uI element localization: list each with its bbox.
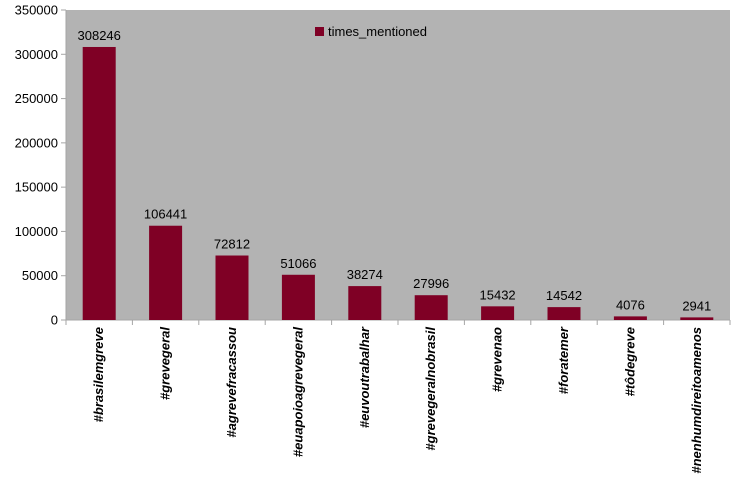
bar	[149, 225, 183, 320]
category-label: #brasilemgreve	[91, 327, 106, 422]
category-label: #grevegeral	[158, 327, 173, 400]
category-label: #tôdegreve	[622, 327, 637, 396]
category-label: #agrevefracassou	[224, 327, 239, 438]
legend-label-times-mentioned: times_mentioned	[328, 24, 427, 39]
y-tick-label: 200000	[15, 135, 58, 150]
data-label: 15432	[480, 287, 516, 302]
data-label: 72812	[214, 237, 250, 252]
y-tick-label: 50000	[22, 268, 58, 283]
y-tick-label: 250000	[15, 91, 58, 106]
data-label: 14542	[546, 288, 582, 303]
data-label: 27996	[413, 276, 449, 291]
category-label: #foratemer	[556, 326, 571, 394]
bar	[414, 295, 448, 320]
data-label: 38274	[347, 267, 383, 282]
legend: times_mentioned	[315, 24, 427, 39]
data-label: 308246	[78, 28, 121, 43]
bar	[348, 286, 382, 320]
bar	[680, 317, 714, 320]
bar	[82, 46, 116, 320]
bar	[215, 255, 249, 320]
category-labels: #brasilemgreve #grevegeral #agrevefracasso…	[91, 326, 704, 474]
data-label: 51066	[280, 256, 316, 271]
bar	[613, 316, 647, 320]
y-tick-label: 350000	[15, 3, 58, 18]
category-label: #euvoutrabalhar	[357, 326, 372, 428]
bar-series	[82, 46, 714, 320]
y-tick-label: 300000	[15, 47, 58, 62]
y-axis: 0 50000 100000 150000 200000 250000 300000 3500…	[15, 3, 67, 328]
data-label: 106441	[144, 207, 187, 222]
category-label: #nenhumdireitoamenos	[689, 327, 704, 474]
category-label: #euapoioagrevegeral	[290, 327, 305, 457]
x-axis	[65, 319, 731, 325]
bar	[547, 307, 581, 320]
data-label: 2941	[682, 298, 711, 313]
data-labels: 308246 106441 72812 51066 38274 27996 15432 145…	[78, 28, 712, 313]
bar	[281, 274, 315, 320]
data-label: 4076	[616, 297, 645, 312]
legend-swatch-times-mentioned	[315, 27, 324, 36]
y-tick-label: 150000	[15, 180, 58, 195]
bar	[481, 306, 515, 320]
y-tick-label: 0	[51, 313, 58, 328]
category-label: #grevegeralnobrasil	[423, 327, 438, 451]
y-tick-label: 100000	[15, 224, 58, 239]
category-label: #grevenao	[490, 327, 505, 392]
